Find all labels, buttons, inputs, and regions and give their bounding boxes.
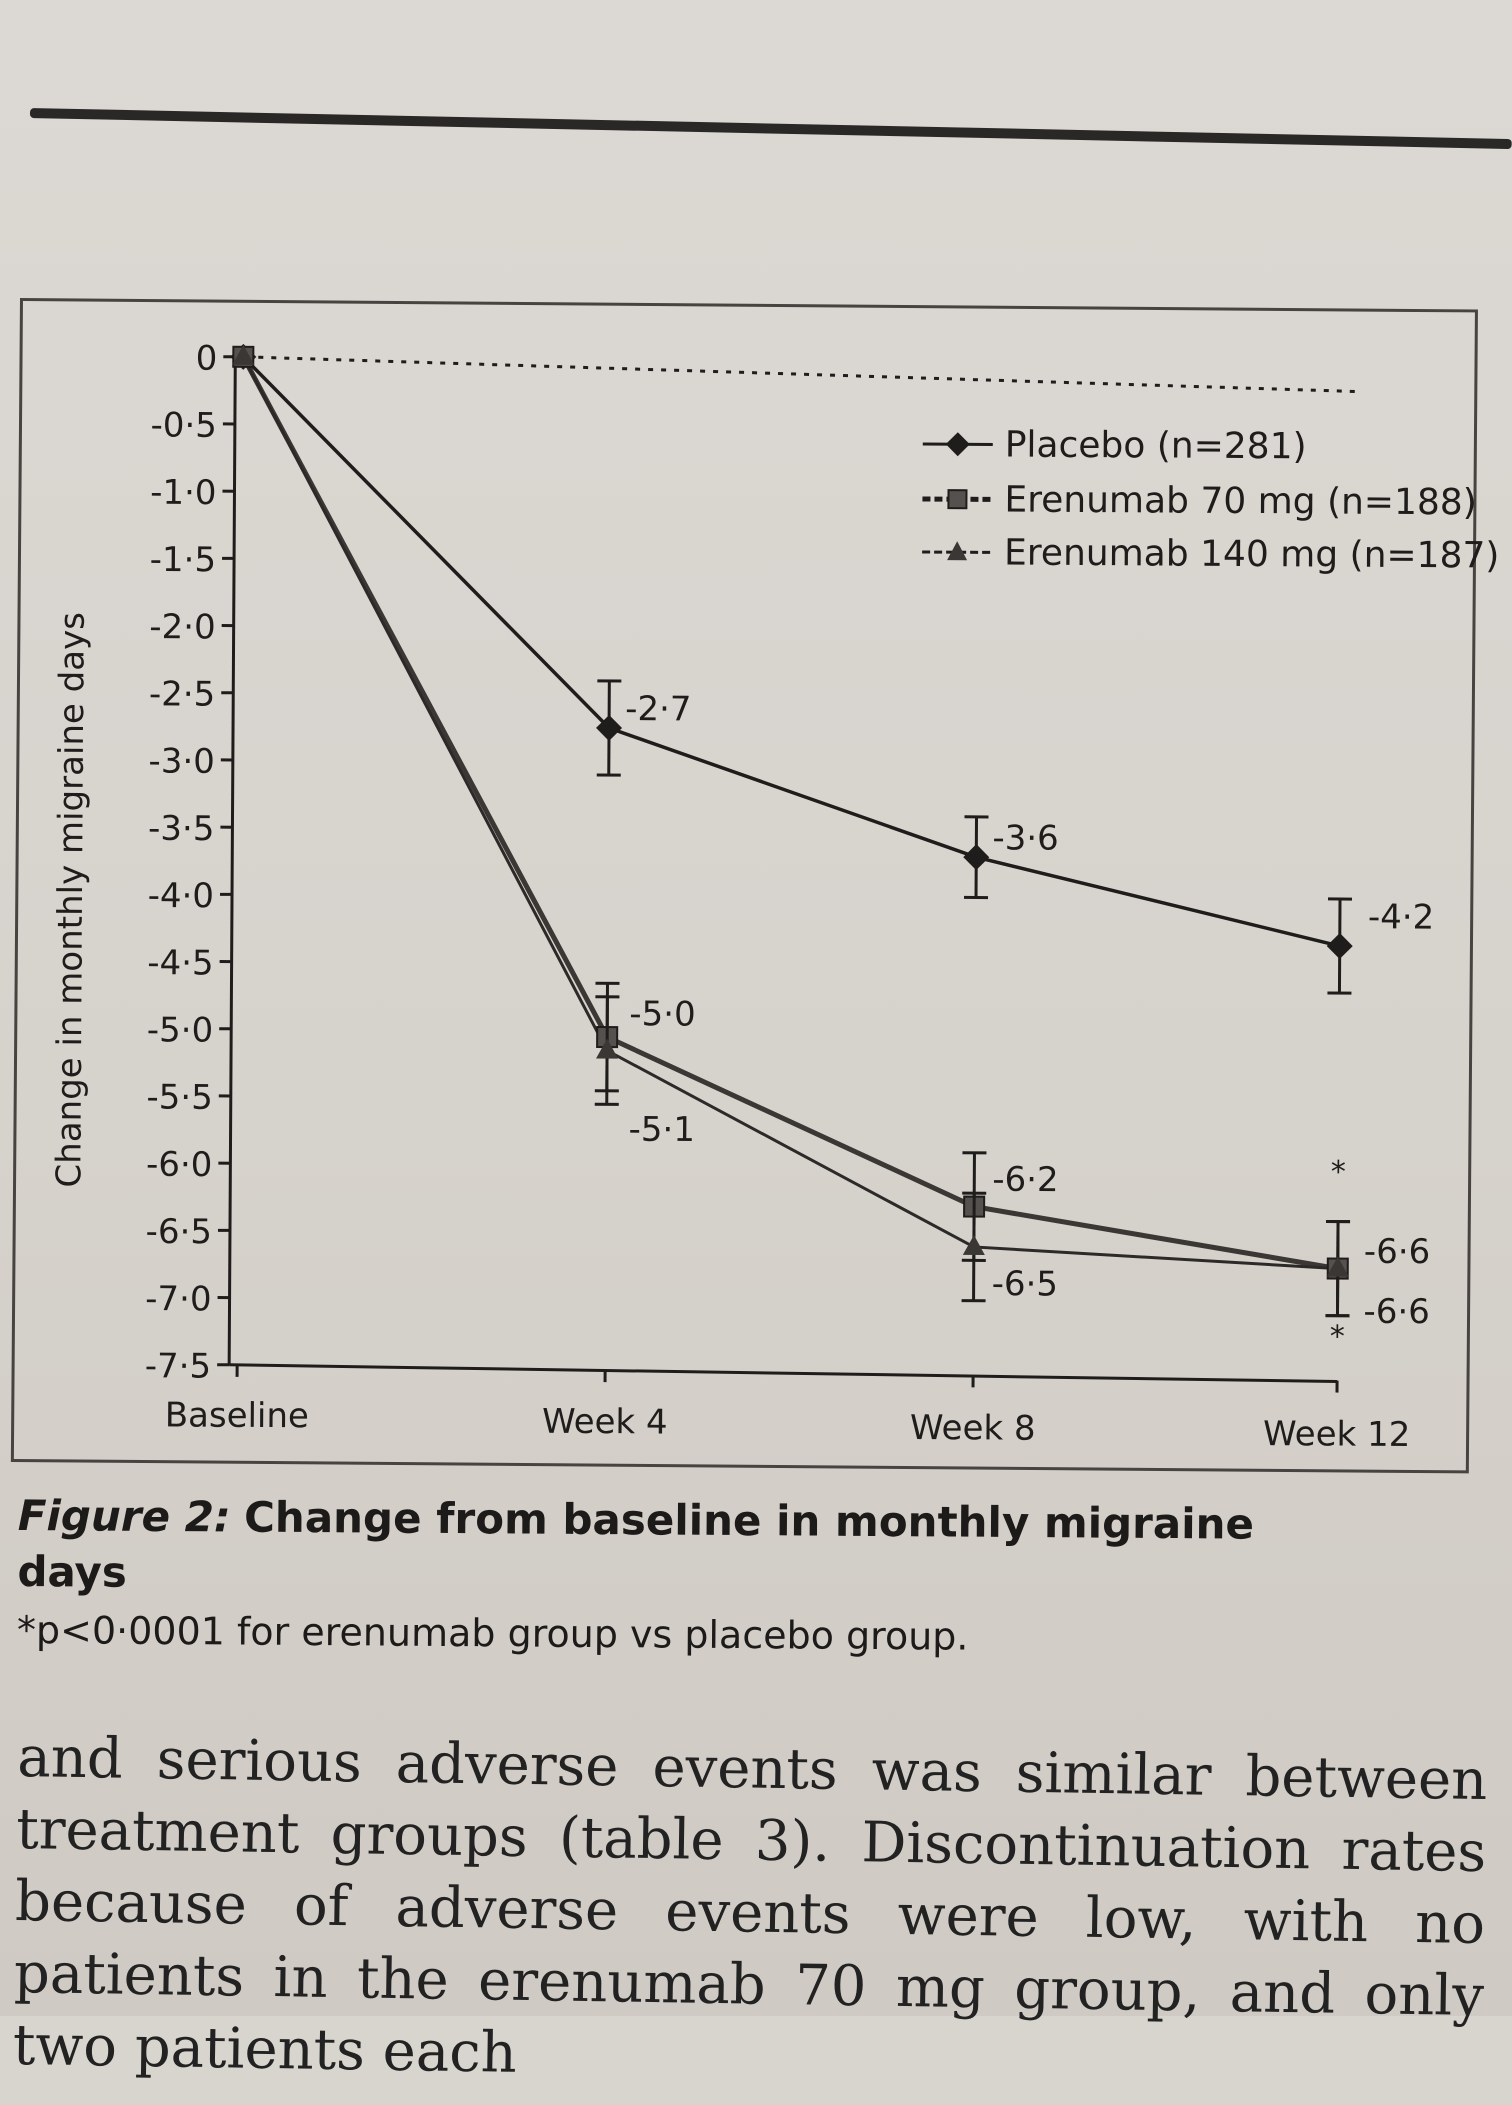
y-tick-label: -4·0 [148,876,215,916]
y-axis-title: Change in monthly migraine days [49,612,93,1188]
y-tick-label: -5·0 [147,1010,214,1050]
caption-label: Figure 2: [18,1491,231,1541]
data-label: -5·0 [629,994,696,1034]
significance-mark-bottom: * [1330,1319,1345,1354]
y-tick-label: 0 [196,339,218,379]
y-tick-label: -7·5 [145,1346,212,1386]
x-tick-label: Baseline [165,1395,309,1436]
y-tick-label: -3·5 [148,809,215,849]
data-label: -6·5 [992,1264,1059,1304]
body-paragraph: and serious adverse events was similar b… [12,1722,1487,2105]
marker-erenumab-140 [963,1235,985,1255]
y-tick-label: -6·0 [146,1145,213,1185]
y-tick-label: -6·5 [145,1212,212,1252]
data-label: -5·1 [628,1110,695,1150]
significance-mark-top: * [1331,1155,1346,1190]
zero-reference-line [245,357,1361,392]
caption-footnote: *p<0·0001 for erenumab group vs placebo … [17,1602,1337,1667]
data-label: -3·6 [992,818,1059,858]
x-tick-label: Week 12 [1263,1414,1410,1455]
legend-marker-placebo [946,432,970,456]
data-label: -4·2 [1368,897,1435,937]
page-photo: 0 -0·5 -1·0 -1·5 -2·0 -2·5 -3·0 -3·5 -4·0 -4·5 -5·… [0,0,1512,2016]
x-axis-line [229,1365,1337,1382]
data-label: -2·7 [625,689,692,729]
y-tick-label: -3·0 [148,741,215,781]
y-tick-label: -2·5 [149,674,216,714]
y-tick-label: -0·5 [150,405,217,445]
data-label: -6·6 [1364,1232,1431,1272]
y-tick-label: -1·0 [150,473,217,513]
figure-caption: Figure 2: Change from baseline in monthl… [17,1488,1338,1667]
legend-label: Placebo (n=281) [1005,425,1307,468]
y-tick-label: -2·0 [149,607,216,647]
x-tick-label: Week 4 [542,1402,668,1443]
legend-marker-erenumab-70 [948,490,966,508]
legend-label: Erenumab 140 mg (n=187) [1004,533,1500,577]
y-tick-label: -4·5 [147,943,214,983]
chart: 0 -0·5 -1·0 -1·5 -2·0 -2·5 -3·0 -3·5 -4·0 -4·5 -5·… [0,0,1512,2016]
y-axis-line [229,357,235,1365]
legend-label: Erenumab 70 mg (n=188) [1004,480,1477,524]
y-tick-label: -7·0 [145,1279,212,1319]
data-label: -6·2 [992,1160,1059,1200]
chart-plot-group: 0 -0·5 -1·0 -1·5 -2·0 -2·5 -3·0 -3·5 -4·0 -4·5 -5·… [48,338,1501,1456]
y-tick-label: -1·5 [150,540,217,580]
marker-placebo [963,844,989,870]
data-label: -6·6 [1363,1292,1430,1332]
marker-placebo [1327,933,1353,959]
x-tick-label: Week 8 [910,1408,1036,1449]
y-tick-label: -5·5 [146,1077,213,1117]
